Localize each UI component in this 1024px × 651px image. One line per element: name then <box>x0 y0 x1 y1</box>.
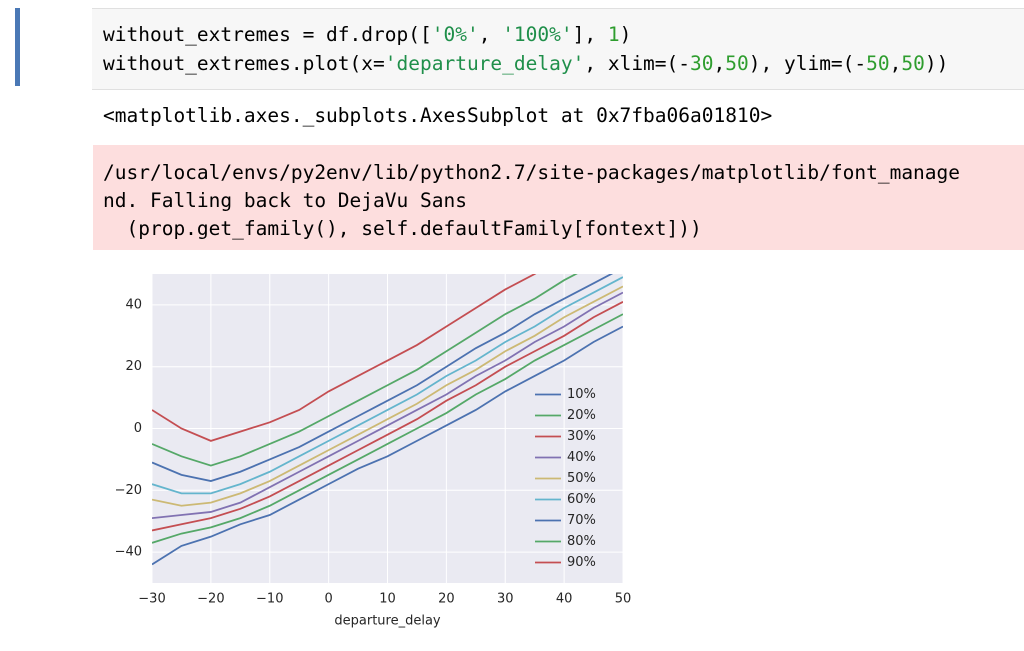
x-axis-label: departure_delay <box>334 614 441 629</box>
code-token: '100%' <box>502 23 573 46</box>
code-token: x= <box>361 52 385 75</box>
code-token: without_extremes.plot( <box>103 52 362 75</box>
code-token: 50 <box>866 52 890 75</box>
x-tick-label: −10 <box>256 592 283 607</box>
stderr: /usr/local/envs/py2env/lib/python2.7/sit… <box>103 159 960 243</box>
lines <box>152 274 623 566</box>
stderr-box: /usr/local/envs/py2env/lib/python2.7/sit… <box>93 145 1024 250</box>
x-tick-label: −30 <box>138 592 165 607</box>
stderr-line: /usr/local/envs/py2env/lib/python2.7/sit… <box>103 161 961 184</box>
code-token: '0%' <box>431 23 479 46</box>
output-repr: <matplotlib.axes._subplots.AxesSubplot a… <box>103 104 773 127</box>
series-line <box>152 285 623 507</box>
code-token: ) <box>619 23 632 46</box>
code-line: without_extremes.plot(x='departure_delay… <box>103 49 948 78</box>
code-token: ], <box>572 23 608 46</box>
series-line <box>152 325 623 566</box>
x-tick-label: 50 <box>615 592 632 607</box>
code-token: , <box>713 52 726 75</box>
code-token: , <box>478 23 503 46</box>
chart: −30 −20 −10 0 10 20 30 40 50 −40 −20 0 20 40 departure… <box>115 274 632 629</box>
x-tick-label: 0 <box>324 592 332 607</box>
x-tick-label: −20 <box>197 592 224 607</box>
series-line <box>152 274 537 442</box>
code-token: 30 <box>690 52 714 75</box>
legend-label: 60% <box>567 492 596 507</box>
x-tick-label: 10 <box>379 592 396 607</box>
legend-label: 40% <box>567 450 596 465</box>
series-line <box>152 313 623 544</box>
legend-label: 70% <box>567 513 596 528</box>
cell-indicator <box>15 8 20 86</box>
code-token: 'departure_delay' <box>384 52 585 75</box>
x-tick-label: 30 <box>497 592 514 607</box>
code[interactable]: without_extremes = df.drop(['0%', '100%'… <box>103 20 948 78</box>
code-token: , <box>889 52 902 75</box>
code-token: , xlim=(- <box>584 52 691 75</box>
y-tick-label: 20 <box>125 359 142 374</box>
series-line <box>152 291 623 520</box>
x-tick-label: 40 <box>556 592 573 607</box>
series-line <box>152 274 578 467</box>
y-tick-label: 0 <box>134 421 142 436</box>
code-token: ), ylim=(- <box>748 52 867 75</box>
legend-label: 10% <box>567 387 596 402</box>
code-token: 50 <box>901 52 925 75</box>
series-line <box>152 301 623 532</box>
legend-label: 90% <box>567 555 596 570</box>
legend-label: 30% <box>567 429 596 444</box>
code-token: without_extremes = df.drop([ <box>103 23 432 46</box>
x-tick-label: 20 <box>438 592 455 607</box>
legend-label: 50% <box>567 471 596 486</box>
code-token: 50 <box>725 52 749 75</box>
code-token: )) <box>924 52 949 75</box>
code-line: without_extremes = df.drop(['0%', '100%'… <box>103 20 948 49</box>
legend-label: 80% <box>567 534 596 549</box>
stderr-line: nd. Falling back to DejaVu Sans <box>103 189 467 212</box>
series-line <box>152 274 614 482</box>
code-token: 1 <box>607 23 620 46</box>
y-tick-label: 40 <box>125 297 142 312</box>
legend-label: 20% <box>567 408 596 423</box>
series-line <box>152 276 623 495</box>
code-cell[interactable] <box>92 8 1024 90</box>
y-tick-label: −20 <box>115 483 142 498</box>
y-tick-label: −40 <box>115 545 142 560</box>
stderr-line: (prop.get_family(), self.defaultFamily[f… <box>103 217 702 240</box>
